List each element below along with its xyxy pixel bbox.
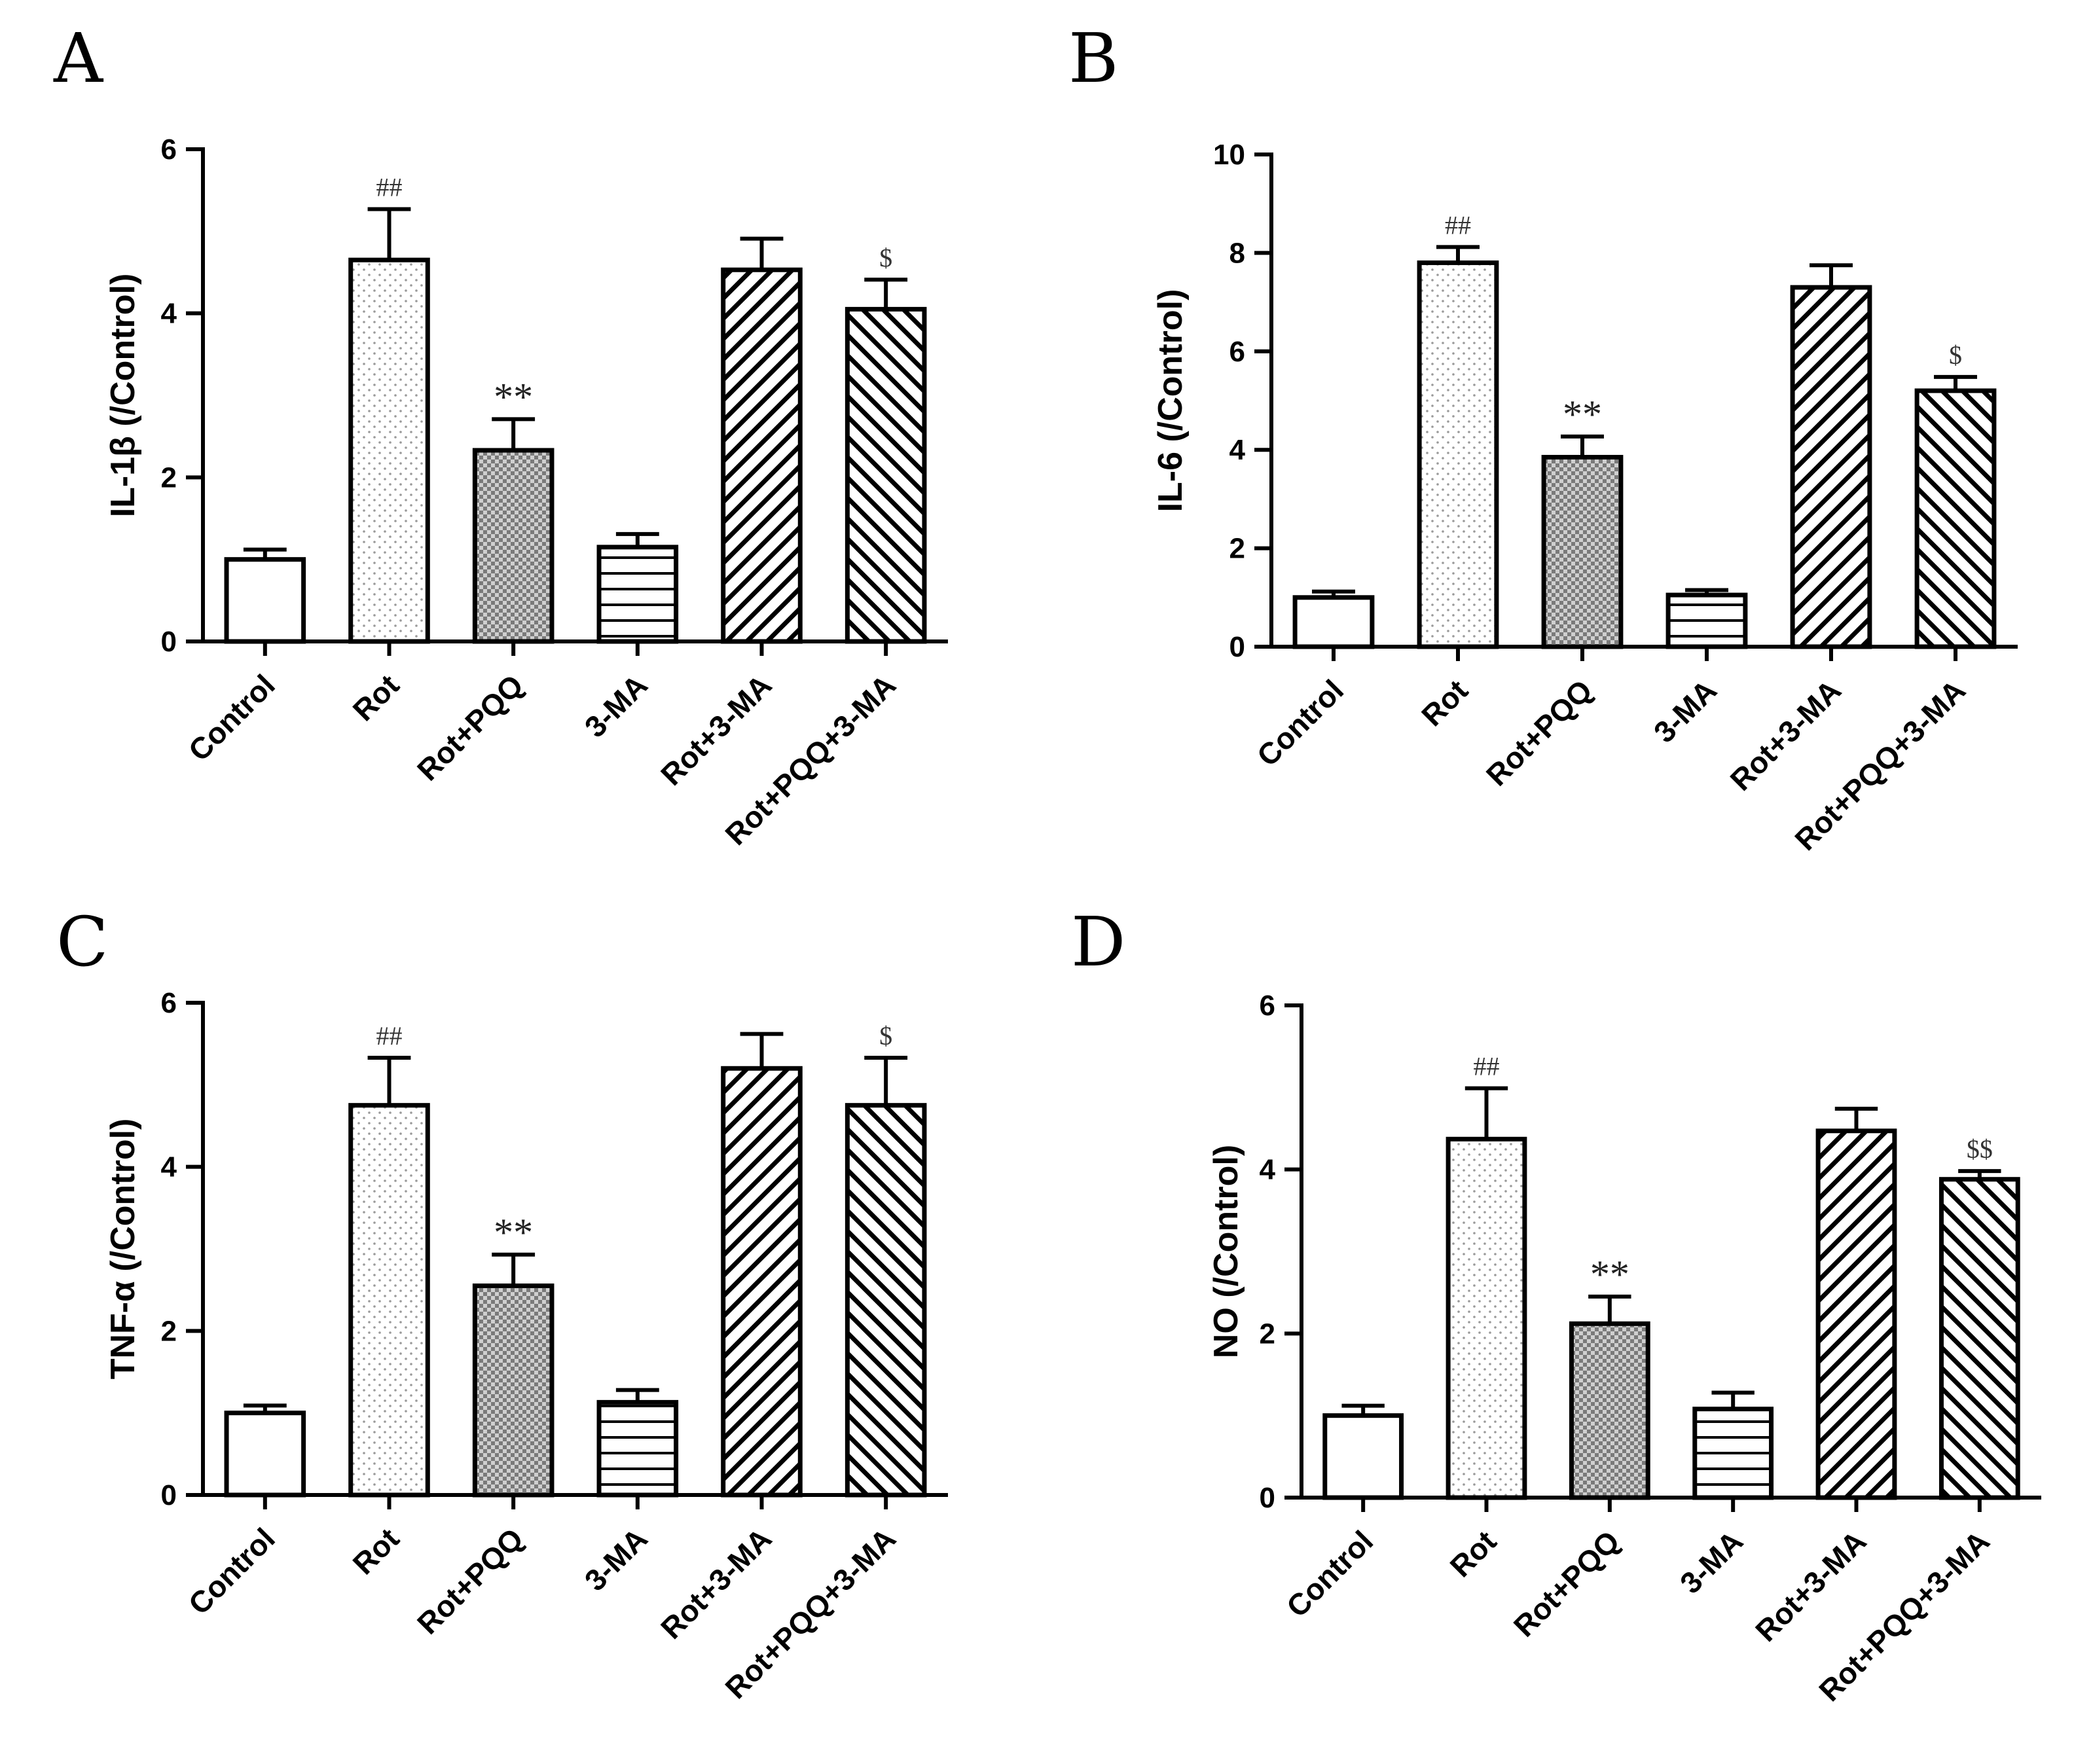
panel-b-y-tick-label: 6 (1229, 336, 1245, 368)
panel-b-bar-control (1292, 595, 1375, 649)
panel-c-bar-rot-plus-3-ma (721, 1066, 803, 1498)
panel-d-letter: D (1071, 902, 1125, 982)
panel-c-significance-rot: ## (376, 1021, 403, 1051)
panel-c-bar-rot-plus-pqq-plus-3-ma (845, 1103, 927, 1498)
panel-b-bar-rot-plus-pqq-plus-3-ma (1914, 388, 1997, 649)
panel-c-bar-control (224, 1411, 306, 1498)
panel-a-bar-rot-plus-3-ma (721, 267, 803, 644)
panel-b-y-tick-label: 8 (1229, 237, 1245, 269)
panel-a-bar-rot-plus-pqq (472, 448, 555, 644)
panel-d-y-tick-label: 0 (1260, 1482, 1275, 1514)
panel-c-y-axis-title: TNF-α (/Control) (104, 1119, 142, 1380)
panel-a-letter: A (53, 18, 104, 98)
panel-b-y-tick-label: 4 (1229, 434, 1246, 466)
panel-b-y-axis-title: IL-6 (/Control) (1152, 289, 1190, 513)
panel-a-bar-3-ma (596, 545, 679, 644)
panel-d-y-tick-label: 4 (1260, 1154, 1276, 1186)
panel-d-y-tick-label: 2 (1260, 1318, 1275, 1350)
panel-a-y-axis-title: IL-1β (/Control) (104, 274, 142, 518)
panel-c-y-tick-label: 6 (161, 987, 177, 1019)
panel-a-category-label-rot-plus-3-ma: Rot+3-MA (654, 668, 778, 791)
panel-b-significance-rot-plus-pqq-plus-3-ma: $ (1949, 340, 1962, 370)
panel-b-category-label-control: Control (1250, 673, 1350, 772)
panel-a-significance-rot: ## (376, 172, 403, 202)
panel-c-bar-rot-plus-pqq (472, 1283, 555, 1498)
panel-b-letter: B (1068, 18, 1118, 98)
panel-c-y-tick-label: 0 (161, 1479, 177, 1511)
panel-a-significance-rot-plus-pqq: ** (494, 375, 533, 418)
panel-d-category-label-3-ma: 3-MA (1673, 1524, 1749, 1600)
panel-b-y-tick-label: 2 (1229, 533, 1245, 565)
panel-b-category-label-rot-plus-3-ma: Rot+3-MA (1724, 673, 1847, 797)
panel-d-category-label-rot: Rot (1444, 1524, 1503, 1583)
panel-a-bar-control (224, 557, 306, 644)
panel-a-y-tick-label: 2 (161, 461, 177, 494)
panel-b-category-label-rot-plus-pqq: Rot+PQQ (1480, 673, 1599, 792)
panel-a-category-label-3-ma: 3-MA (578, 668, 654, 744)
panel-b-bar-rot-plus-pqq (1541, 454, 1624, 649)
panel-a: A IL-1β (/Control) 0 2 4 6 Control Rot ## Rot+PQQ… (53, 18, 948, 852)
panel-d-bar-rot-plus-pqq (1569, 1321, 1650, 1500)
panel-b-bar-rot (1417, 260, 1499, 649)
panel-d-y-axis-title: NO (/Control) (1207, 1145, 1245, 1358)
panel-c-category-label-3-ma: 3-MA (578, 1521, 654, 1597)
panel-d-category-label-rot-plus-pqq: Rot+PQQ (1507, 1524, 1626, 1643)
panel-b-significance-rot-plus-pqq: ** (1563, 393, 1602, 436)
panel-d-bar-rot-plus-3-ma (1815, 1128, 1897, 1500)
panel-a-category-label-rot: Rot (346, 668, 406, 727)
panel-c-category-label-rot: Rot (346, 1521, 406, 1581)
panel-b: B IL-6 (/Control) 0 2 4 6 8 10 Control Rot ## Rot+P… (1068, 18, 2018, 857)
panel-c-category-label-rot-plus-3-ma: Rot+3-MA (654, 1521, 778, 1645)
panel-a-y-tick-label: 4 (161, 298, 177, 330)
panel-c-significance-rot-plus-pqq: ** (494, 1211, 533, 1254)
panel-a-bar-rot-plus-pqq-plus-3-ma (845, 306, 927, 644)
panel-c-category-label-rot-plus-pqq: Rot+PQQ (410, 1521, 530, 1640)
panel-b-y-tick-label: 0 (1229, 631, 1245, 663)
panel-b-bar-3-ma (1665, 592, 1748, 649)
panel-d-y-tick-label: 6 (1260, 990, 1275, 1022)
panel-a-bar-rot (348, 257, 430, 644)
panel-b-category-label-3-ma: 3-MA (1647, 673, 1723, 749)
panel-a-category-label-rot-plus-pqq: Rot+PQQ (410, 668, 530, 787)
panel-b-y-tick-label: 10 (1213, 139, 1245, 171)
panel-d-category-label-rot-plus-3-ma: Rot+3-MA (1749, 1524, 1872, 1647)
panel-a-category-label-control: Control (182, 668, 282, 767)
panel-d: D NO (/Control) 0 2 4 6 Control Rot ## Rot+PQQ ** 3… (1071, 902, 2041, 1708)
panel-d-significance-rot: ## (1474, 1052, 1500, 1081)
panel-c-category-label-control: Control (182, 1521, 282, 1621)
panel-c-y-tick-label: 4 (161, 1151, 177, 1183)
panel-d-category-label-control: Control (1280, 1524, 1379, 1623)
panel-d-bar-rot-plus-pqq-plus-3-ma (1938, 1177, 2020, 1500)
panel-d-significance-rot-plus-pqq: ** (1590, 1253, 1629, 1296)
panel-c-bar-3-ma (596, 1399, 679, 1498)
panel-d-bar-3-ma (1692, 1407, 1774, 1500)
panel-c-letter: C (56, 902, 109, 982)
panel-d-significance-rot-plus-pqq-plus-3-ma: $$ (1967, 1134, 1993, 1164)
panel-c-y-tick-label: 2 (161, 1315, 177, 1347)
panel-c: C TNF-α (/Control) 0 2 4 6 Control Rot ## Rot+PQQ… (56, 902, 948, 1705)
panel-c-significance-rot-plus-pqq-plus-3-ma: $ (879, 1021, 892, 1051)
panel-d-bar-rot (1446, 1136, 1527, 1500)
panel-b-category-label-rot: Rot (1415, 673, 1474, 732)
panel-b-significance-rot: ## (1445, 210, 1471, 240)
panel-c-bar-rot (348, 1103, 430, 1498)
panel-a-y-tick-label: 0 (161, 626, 177, 658)
panel-a-y-tick-label: 6 (161, 134, 177, 166)
panel-a-significance-rot-plus-pqq-plus-3-ma: $ (879, 243, 892, 272)
panel-d-bar-control (1322, 1413, 1404, 1500)
panel-b-bar-rot-plus-3-ma (1790, 285, 1872, 649)
